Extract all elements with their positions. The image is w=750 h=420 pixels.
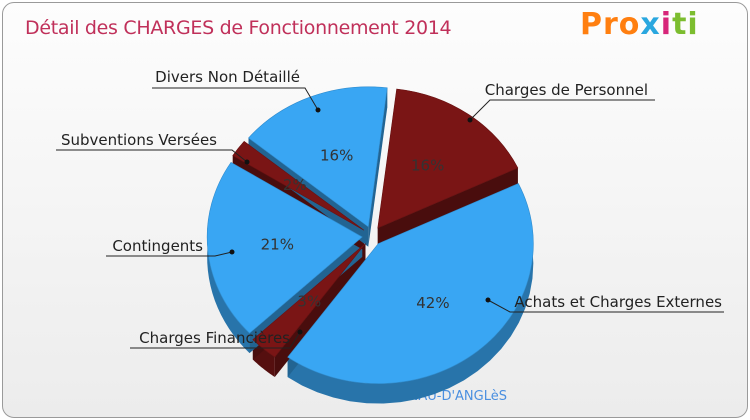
leader-arrow: [229, 249, 235, 255]
logo-part-1: Pro: [580, 7, 641, 42]
slice-percent-label: 42%: [416, 294, 449, 312]
pie-slice-charges-financi-res: [252, 243, 366, 358]
leader-line: [56, 149, 248, 163]
pie-slice-achats-et-charges-externes: [287, 183, 534, 384]
leader-arrow: [467, 117, 473, 123]
slice-percent-label: 21%: [261, 235, 294, 253]
pie-slice-contingents: [206, 161, 363, 334]
leader-arrow: [315, 107, 321, 113]
leader-line: [469, 99, 655, 121]
chart-title: Détail des CHARGES de Fonctionnement 201…: [25, 17, 452, 39]
leader-arrow: [244, 159, 250, 165]
slice-percent-label: 2%: [283, 176, 307, 194]
slice-percent-label: 16%: [411, 157, 444, 175]
leader-arrow: [297, 329, 303, 335]
slice-name-label: Charges Financières: [139, 329, 290, 347]
pie-slice-charges-de-personnel: [377, 88, 519, 229]
logo-part-4: ti: [672, 7, 699, 42]
leader-arrow: [485, 297, 491, 303]
slice-percent-label: 3%: [297, 292, 321, 310]
slice-name-label: Contingents: [112, 237, 203, 255]
logo-part-3: i: [660, 7, 673, 42]
slice-percent-label: 16%: [320, 146, 353, 164]
slice-name-label: Charges de Personnel: [485, 81, 648, 99]
pie-slice-subventions-vers-es: [232, 140, 365, 231]
slice-name-label: Achats et Charges Externes: [514, 293, 722, 311]
logo-part-2: x: [640, 7, 661, 42]
leader-line: [152, 87, 319, 111]
slice-name-label: Divers Non Détaillé: [155, 68, 300, 86]
slice-name-label: Subventions Versées: [61, 131, 217, 149]
leader-line: [487, 299, 724, 313]
proxiti-logo: Proxiti: [580, 7, 699, 42]
leader-line: [130, 331, 301, 349]
leader-line: [106, 251, 233, 257]
